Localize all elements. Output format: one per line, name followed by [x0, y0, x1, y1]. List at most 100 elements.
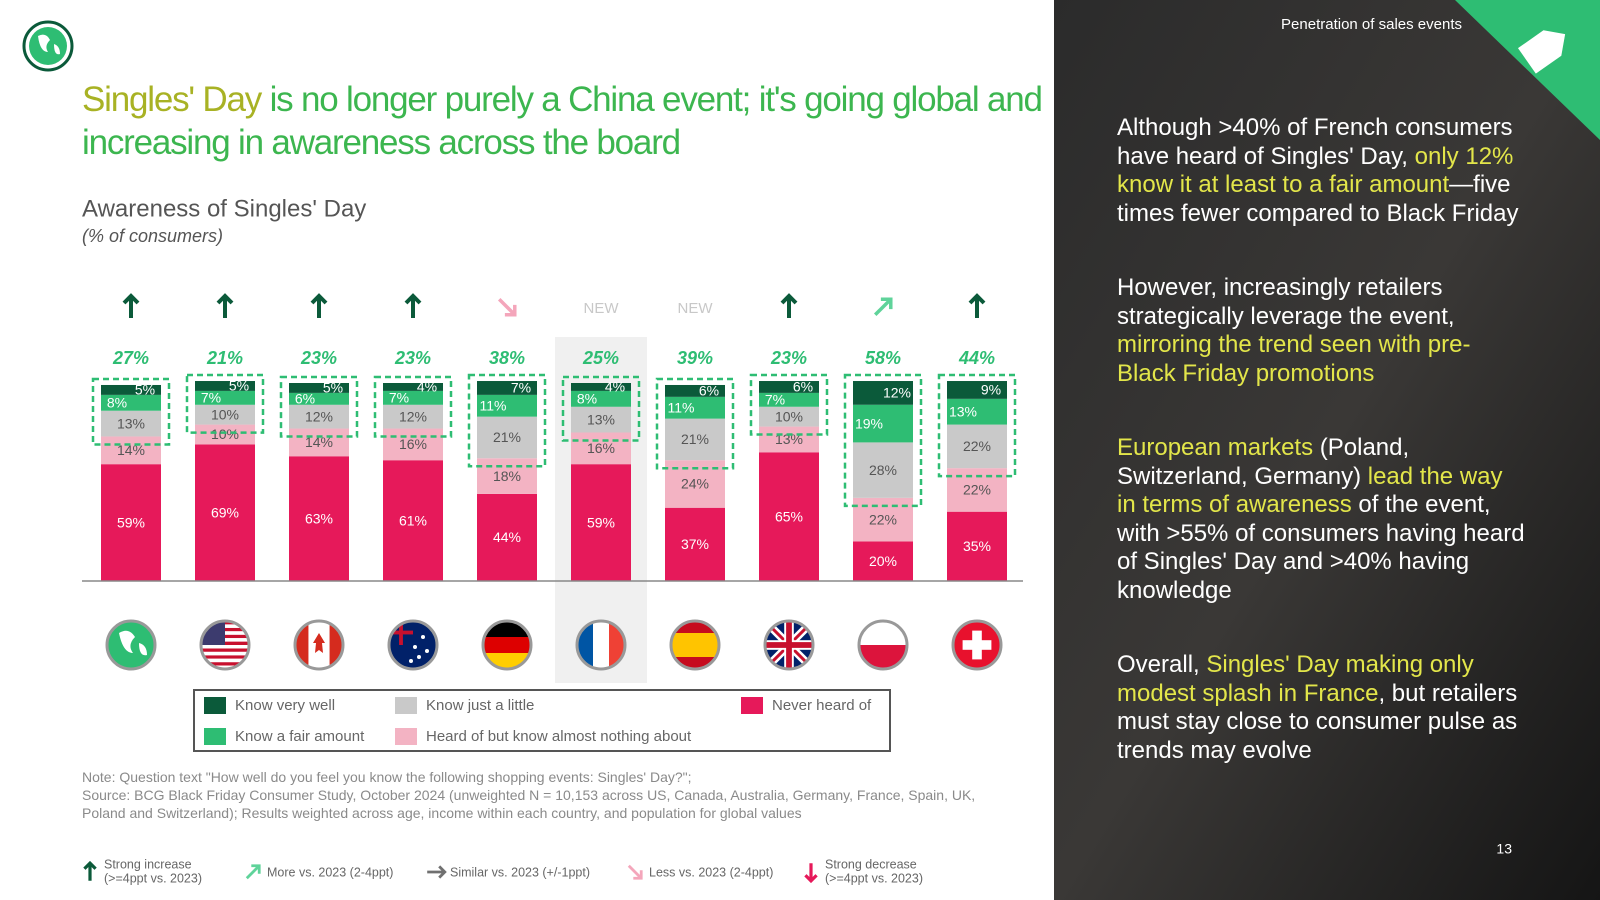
segment-label: 44% [493, 529, 521, 545]
total-label: 23% [300, 348, 337, 368]
bar-segment [383, 390, 443, 405]
segment-label: 14% [305, 434, 333, 450]
bar-segment [477, 394, 537, 417]
bar-segment [947, 511, 1007, 581]
trend-arrow [780, 293, 798, 318]
legend-swatch [395, 728, 417, 745]
paragraph-part: —five times fewer compared to Black Frid… [1117, 171, 1519, 227]
bar-segment [477, 493, 537, 581]
segment-label: 12% [399, 408, 427, 424]
flag-part [786, 621, 792, 669]
legend-swatch [395, 697, 417, 714]
logo [22, 20, 74, 72]
paragraph-part: , but retailers must stay close to consu… [1117, 679, 1518, 764]
bar-segment [665, 507, 725, 581]
bar-segment [947, 424, 1007, 469]
segment-label: 8% [107, 395, 127, 411]
segment-label: 13% [587, 411, 615, 427]
bar-segment [571, 406, 631, 433]
segment-label: 13% [949, 403, 977, 419]
trend-arrow [497, 297, 517, 317]
bar-segment [101, 410, 161, 437]
segment-label: 12% [305, 408, 333, 424]
side-panel [1054, 0, 1600, 900]
bar-segment [289, 392, 349, 405]
source: Source: BCG Black Friday Consumer Study,… [82, 787, 976, 821]
title-part: is no longer purely a China event; it's … [82, 80, 1043, 162]
focus-box [373, 375, 453, 438]
bar-segment [101, 394, 161, 411]
segment-label: 16% [587, 440, 615, 456]
segment-label: 28% [869, 462, 897, 478]
bar-segment [289, 404, 349, 429]
logo-land [38, 34, 60, 55]
legend-swatch [204, 728, 226, 745]
bar-segment [289, 383, 349, 393]
flag [669, 619, 721, 671]
total-label: 27% [112, 348, 149, 368]
segment-label: 59% [587, 514, 615, 530]
bar-segment [383, 460, 443, 581]
commentary: Although >40% of French consumers have h… [1117, 114, 1527, 811]
segment-label: 10% [775, 408, 803, 424]
trend-arrow [310, 293, 328, 318]
legend-label: Never heard of [772, 697, 872, 714]
bar-segment [853, 442, 913, 498]
bar-segment [289, 428, 349, 457]
paragraph-part: However, increasingly retailers strategi… [1117, 274, 1455, 330]
paragraph-part: mirroring the trend seen with pre-Black … [1117, 331, 1471, 387]
segment-label: 61% [399, 512, 427, 528]
bar-segment [195, 444, 255, 581]
segment-label: 4% [605, 379, 625, 395]
trend-arrow [873, 297, 893, 317]
segment-label: 16% [399, 436, 427, 452]
segment-label: 21% [493, 429, 521, 445]
segment-label: 18% [493, 468, 521, 484]
trend-arrow [804, 863, 818, 884]
bar-segment [289, 456, 349, 581]
bar-segment [665, 384, 725, 397]
paragraph-part: European markets [1117, 434, 1314, 461]
flag-part [201, 665, 249, 669]
segment-label: 59% [117, 514, 145, 530]
trend-arrow [216, 293, 234, 318]
segment-label: 24% [681, 476, 709, 492]
trend-arrow [427, 865, 447, 879]
bar-segment [853, 541, 913, 581]
segment-label: 6% [793, 379, 813, 395]
chart-subtitle: (% of consumers) [82, 226, 223, 246]
segment-label: 5% [135, 382, 155, 398]
trend-legend-label: Strong decrease [825, 857, 917, 871]
flag-part [201, 655, 249, 659]
segment-label: 5% [323, 380, 343, 396]
flag [951, 619, 1003, 671]
tag-icon [1517, 30, 1566, 74]
flag-part [859, 621, 907, 645]
flag-part [201, 662, 249, 666]
flag-ring [387, 619, 439, 671]
legend-label: Heard of but know almost nothing about [426, 728, 692, 745]
header: Penetration of sales events [1281, 16, 1462, 33]
trend-legend-label: (>=4ppt vs. 2023) [104, 871, 202, 885]
flag-part [671, 633, 719, 657]
trend-legend-label: (>=4ppt vs. 2023) [825, 871, 923, 885]
focus-box [91, 377, 171, 446]
flag [105, 619, 157, 671]
focus-box [467, 373, 547, 468]
flag [763, 619, 815, 671]
total-label: 58% [865, 348, 901, 368]
segment-label: 13% [117, 415, 145, 431]
legend-label: Know very well [235, 697, 335, 714]
segment-label: 7% [201, 390, 221, 406]
flag [857, 619, 909, 671]
page-number: 13 [1496, 841, 1512, 857]
segment-label: 6% [699, 383, 719, 399]
paragraph: European markets (Poland, Switzerland, G… [1117, 434, 1527, 605]
bar-segment [101, 384, 161, 395]
total-label: 39% [677, 348, 713, 368]
paragraph-part: lead the way in terms of awareness [1117, 462, 1503, 519]
trend-legend-label: Less vs. 2023 (2-4ppt) [649, 865, 773, 879]
segment-label: 9% [981, 382, 1001, 398]
flag-part [409, 659, 413, 663]
